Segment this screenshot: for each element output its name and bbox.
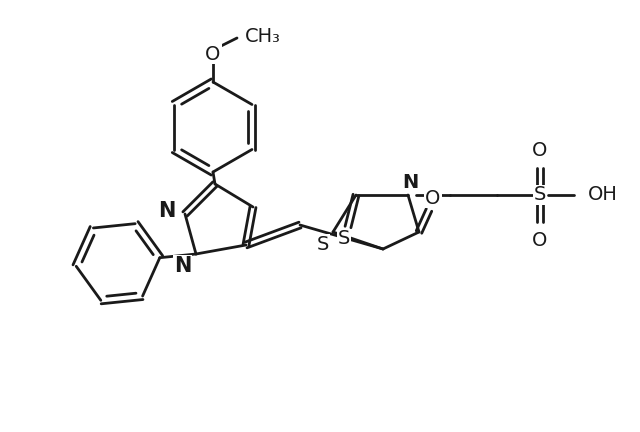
Text: O: O [532,231,548,250]
Text: O: O [426,188,441,207]
Text: OH: OH [588,185,618,204]
Text: O: O [532,140,548,159]
Text: O: O [205,44,221,64]
Text: N: N [157,201,175,221]
Text: N: N [402,174,418,193]
Text: S: S [317,235,329,254]
Text: CH₃: CH₃ [245,26,281,45]
Text: N: N [173,256,191,276]
Text: S: S [534,185,546,204]
Text: S: S [338,229,350,248]
